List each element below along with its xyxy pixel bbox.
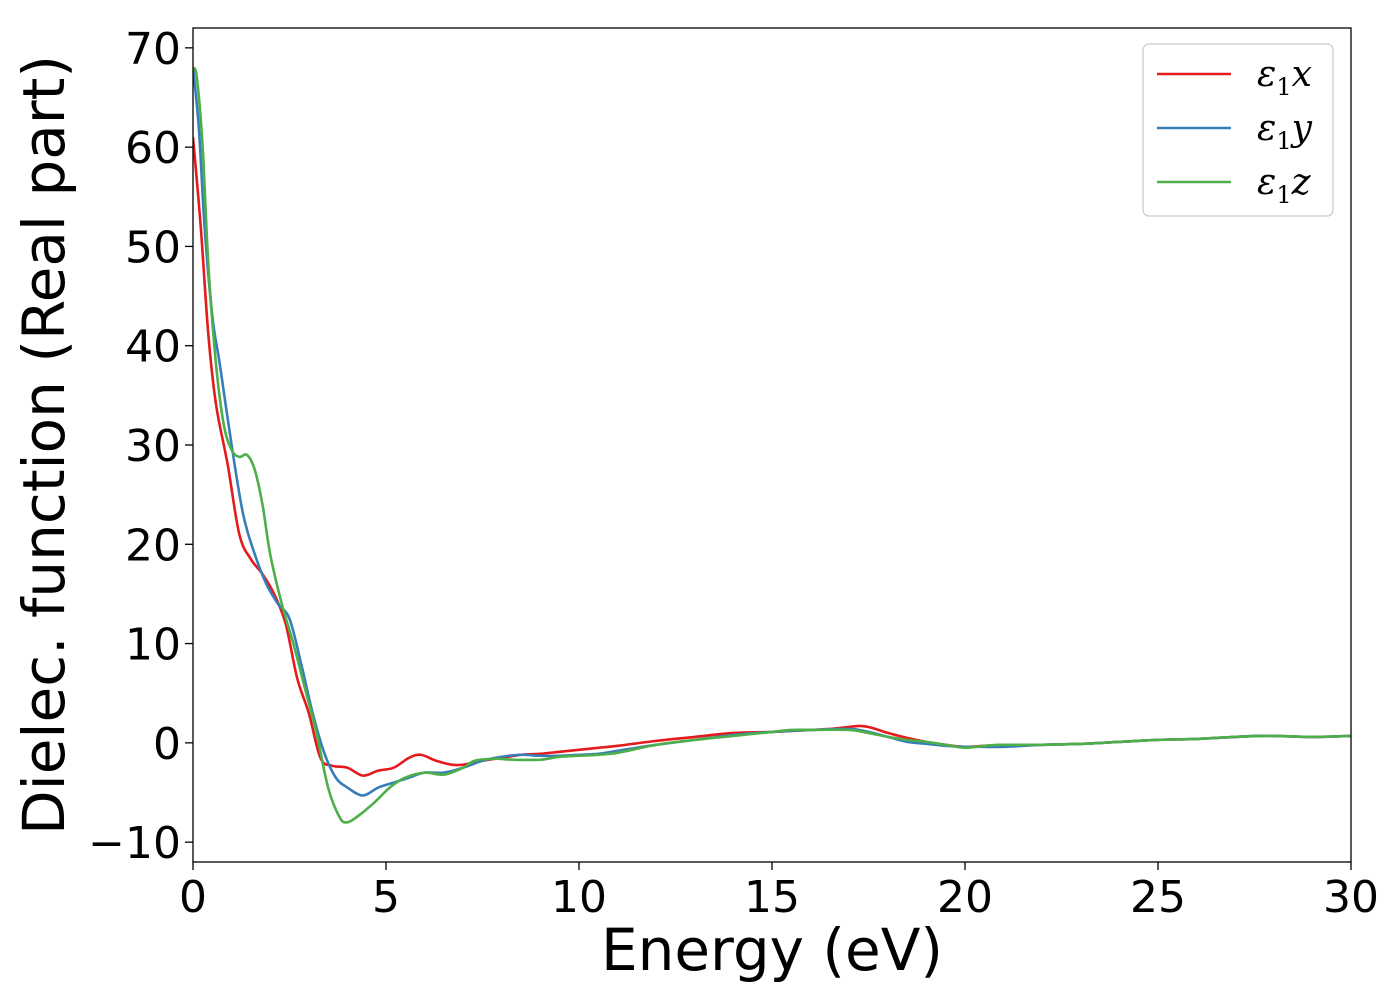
legend-suffix: y: [1290, 108, 1313, 149]
legend-entry-z: ε1z: [1257, 162, 1312, 209]
x-tick-label: 15: [744, 872, 800, 923]
legend-symbol: ε: [1257, 162, 1276, 203]
y-axis-label: Dielec. function (Real part): [10, 55, 78, 835]
legend-symbol: ε: [1257, 108, 1276, 149]
y-tick-label: 10: [125, 620, 181, 671]
y-tick-label: 60: [125, 123, 181, 174]
legend-symbol: ε: [1257, 54, 1276, 95]
y-axis: −10 0 10 20 30 40 50 60 70: [88, 24, 193, 869]
legend-entry-y: ε1y: [1257, 108, 1313, 155]
series-line-z: [193, 66, 1351, 824]
y-tick-label: −10: [88, 818, 181, 869]
x-tick-label: 5: [372, 872, 400, 923]
legend-suffix: z: [1291, 162, 1312, 203]
legend-subscript: 1: [1276, 73, 1291, 101]
legend-entry-x: ε1x: [1257, 54, 1312, 101]
x-tick-label: 10: [551, 872, 607, 923]
y-tick-label: 0: [153, 719, 181, 770]
x-tick-label: 30: [1323, 872, 1379, 923]
legend-suffix: x: [1292, 54, 1312, 95]
legend-box: [1142, 43, 1334, 217]
x-axis-label: Energy (eV): [601, 916, 943, 984]
y-tick-label: 30: [125, 421, 181, 472]
y-tick-label: 40: [125, 322, 181, 373]
y-tick-label: 70: [125, 24, 181, 75]
y-tick-label: 20: [125, 520, 181, 571]
legend-subscript: 1: [1276, 181, 1291, 209]
y-tick-label: 50: [125, 222, 181, 273]
x-tick-label: 0: [179, 872, 207, 923]
series-layer: [193, 66, 1351, 824]
legend-subscript: 1: [1276, 127, 1291, 155]
x-axis: 0 5 10 15 20 25 30: [179, 862, 1379, 923]
x-tick-label: 25: [1130, 872, 1186, 923]
x-tick-label: 20: [937, 872, 993, 923]
